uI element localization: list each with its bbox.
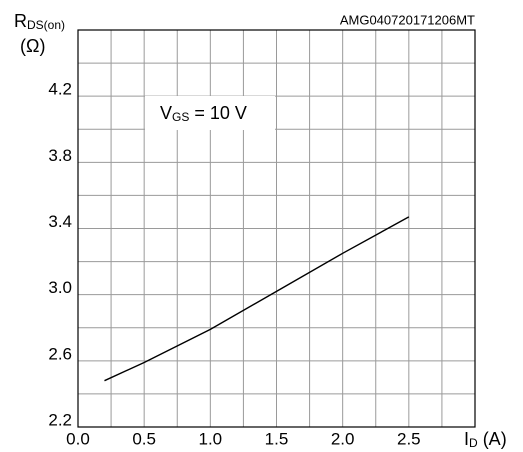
- annotation: VGS = 10 V: [160, 103, 247, 124]
- x-tick-label: 1.0: [199, 429, 223, 448]
- y-tick-label: 3.8: [48, 146, 72, 165]
- x-tick-label: 0.0: [66, 429, 90, 448]
- y-tick-label: 3.0: [48, 278, 72, 297]
- x-tick-label: 1.5: [265, 429, 289, 448]
- y-axis-unit: (Ω): [20, 36, 45, 56]
- x-axis-label: ID (A): [464, 429, 507, 450]
- watermark: AMG040720171206MT: [340, 12, 475, 27]
- x-tick-label: 2.0: [331, 429, 355, 448]
- x-tick-label: 0.5: [132, 429, 156, 448]
- plot-frame: [77, 29, 476, 428]
- y-tick-label: 2.6: [48, 344, 72, 363]
- y-axis-label: RDS(on): [14, 11, 65, 32]
- annotation-box: [145, 96, 275, 130]
- y-tick-label: 4.2: [48, 80, 72, 99]
- line: [104, 216, 410, 382]
- y-tick-label: 3.4: [48, 212, 72, 231]
- x-tick-label: 2.5: [397, 429, 421, 448]
- y-tick-label: 2.2: [48, 410, 72, 429]
